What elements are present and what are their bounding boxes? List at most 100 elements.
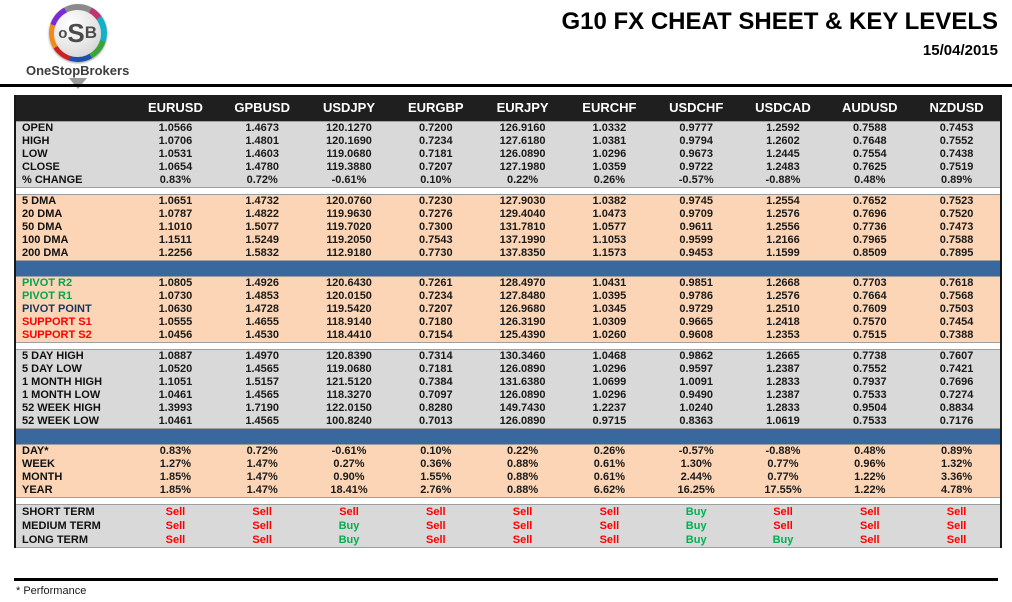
value-cell: 0.9777 — [679, 122, 713, 134]
value-cell: 1.2418 — [766, 316, 800, 328]
table-row: PIVOT POINT 1.0630 1.4728 119.5420 0.7207 126… — [16, 303, 1000, 316]
value-cell: 0.7696 — [852, 208, 887, 220]
value-cell: 1.1573 — [592, 247, 627, 259]
value-cell: 1.7190 — [245, 402, 280, 414]
value-cell: 128.4970 — [499, 277, 546, 289]
value-cell: 1.3993 — [158, 402, 193, 414]
row-label: 52 WEEK LOW — [22, 415, 100, 427]
value-cell: 1.85% — [159, 484, 191, 496]
signal-cell: Buy — [772, 534, 794, 546]
table-row: SUPPORT S1 1.0555 1.4655 118.9140 0.7180 126.… — [16, 316, 1000, 329]
value-cell: 0.22% — [506, 445, 539, 457]
value-cell: 1.0566 — [158, 122, 193, 134]
performance-footnote: * Performance — [16, 585, 87, 597]
value-cell: 0.88% — [506, 458, 539, 470]
row-label: LOW — [22, 148, 48, 160]
value-cell: 0.7570 — [852, 316, 887, 328]
table-row: LONG TERM Sell Sell Buy Sell Sell Sell Buy Buy Se… — [16, 533, 1000, 548]
value-cell: 0.7696 — [939, 376, 974, 388]
value-cell: 0.9722 — [679, 161, 713, 173]
blue-section-divider — [16, 261, 1000, 276]
value-cell: 1.2576 — [766, 290, 800, 302]
value-cell: 0.7261 — [418, 277, 453, 289]
section-performance: DAY* 0.83% 0.72% -0.61% 0.10% 0.22% 0.26% -0.57… — [16, 444, 1000, 498]
value-cell: 1.0654 — [158, 161, 193, 173]
value-cell: 118.4410 — [326, 329, 372, 341]
value-cell: 2.44% — [680, 471, 712, 483]
value-cell: 0.7274 — [939, 389, 974, 401]
row-label: SHORT TERM — [22, 506, 95, 518]
value-cell: 0.7519 — [939, 161, 974, 173]
value-cell: 0.7438 — [939, 148, 974, 160]
value-cell: 1.2592 — [766, 122, 800, 134]
value-cell: 0.7523 — [939, 195, 974, 207]
signal-cell: Sell — [512, 534, 533, 546]
value-cell: 0.48% — [854, 445, 886, 457]
value-cell: 0.83% — [159, 174, 191, 186]
logo-letter: o — [58, 24, 68, 42]
signal-cell: Sell — [773, 520, 793, 532]
table-row: 1 MONTH HIGH 1.1051 1.5157 121.5120 0.7384 13… — [16, 376, 1000, 389]
value-cell: 0.9709 — [679, 208, 713, 220]
value-cell: 1.0240 — [679, 402, 713, 414]
column-header-row: EURUSD GPBUSD USDJPY EURGBP EURJPY EURCHF USDC… — [16, 95, 1000, 121]
value-cell: 0.7588 — [852, 122, 887, 134]
value-cell: 0.7937 — [852, 376, 887, 388]
value-cell: 1.4655 — [245, 316, 280, 328]
value-cell: 1.4970 — [245, 350, 280, 362]
value-cell: 125.4390 — [499, 329, 546, 341]
value-cell: 0.9673 — [679, 148, 713, 160]
value-cell: 0.7533 — [852, 415, 887, 427]
value-cell: 1.5832 — [245, 247, 280, 259]
value-cell: 126.0890 — [499, 148, 546, 160]
value-cell: 0.9794 — [679, 135, 713, 147]
value-cell: 0.7207 — [418, 303, 453, 315]
table-row: 5 DAY HIGH 1.0887 1.4970 120.8390 0.7314 130.… — [16, 350, 1000, 364]
section-dma: 5 DMA 1.0651 1.4732 120.0760 0.7230 127.9030 1… — [16, 194, 1000, 261]
signal-cell: Sell — [859, 520, 880, 532]
table-row: 52 WEEK HIGH 1.3993 1.7190 122.0150 0.8280 14… — [16, 402, 1000, 415]
row-label: YEAR — [22, 484, 53, 496]
row-label: 5 DAY LOW — [22, 363, 82, 375]
value-cell: 1.2166 — [766, 234, 800, 246]
table-row: SUPPORT S2 1.0456 1.4530 118.4410 0.7154 125.… — [16, 329, 1000, 343]
value-cell: 1.0461 — [158, 415, 193, 427]
value-cell: 0.7543 — [418, 234, 453, 246]
value-cell: 0.9611 — [679, 221, 713, 233]
value-cell: 1.1051 — [158, 376, 193, 388]
value-cell: 1.2833 — [766, 376, 800, 388]
value-cell: 0.7738 — [852, 350, 887, 362]
value-cell: 1.2483 — [766, 161, 800, 173]
value-cell: 1.0395 — [592, 290, 627, 302]
value-cell: 0.7552 — [939, 135, 974, 147]
signal-cell: Sell — [252, 520, 272, 532]
value-cell: 0.9729 — [679, 303, 713, 315]
value-cell: -0.88% — [765, 174, 801, 186]
value-cell: 0.96% — [854, 458, 886, 470]
signal-cell: Buy — [685, 520, 707, 532]
value-cell: 119.7020 — [326, 221, 372, 233]
column-header-gpbusd: GPBUSD — [218, 95, 306, 121]
value-cell: 0.10% — [420, 174, 452, 186]
value-cell: 1.4822 — [245, 208, 280, 220]
signal-cell: Sell — [252, 534, 272, 546]
value-cell: 0.7503 — [939, 303, 974, 315]
value-cell: -0.57% — [678, 445, 714, 457]
value-cell: 1.2602 — [766, 135, 800, 147]
value-cell: 131.7810 — [499, 221, 546, 233]
logo-letter: B — [84, 23, 98, 42]
value-cell: 1.0381 — [592, 135, 627, 147]
table-row: DAY* 0.83% 0.72% -0.61% 0.10% 0.22% 0.26% -0.57… — [16, 445, 1000, 459]
value-cell: 0.7568 — [939, 290, 974, 302]
value-cell: 0.7607 — [939, 350, 974, 362]
value-cell: 120.6430 — [326, 277, 372, 289]
value-cell: 137.1990 — [499, 234, 546, 246]
header-divider — [0, 84, 1012, 87]
value-cell: 1.0260 — [592, 329, 627, 341]
row-label: LONG TERM — [22, 534, 88, 546]
table-row: % CHANGE 0.83% 0.72% -0.61% 0.10% 0.22% 0.26% -… — [16, 174, 1000, 188]
value-cell: 1.2256 — [158, 247, 193, 259]
value-cell: 0.9786 — [679, 290, 713, 302]
